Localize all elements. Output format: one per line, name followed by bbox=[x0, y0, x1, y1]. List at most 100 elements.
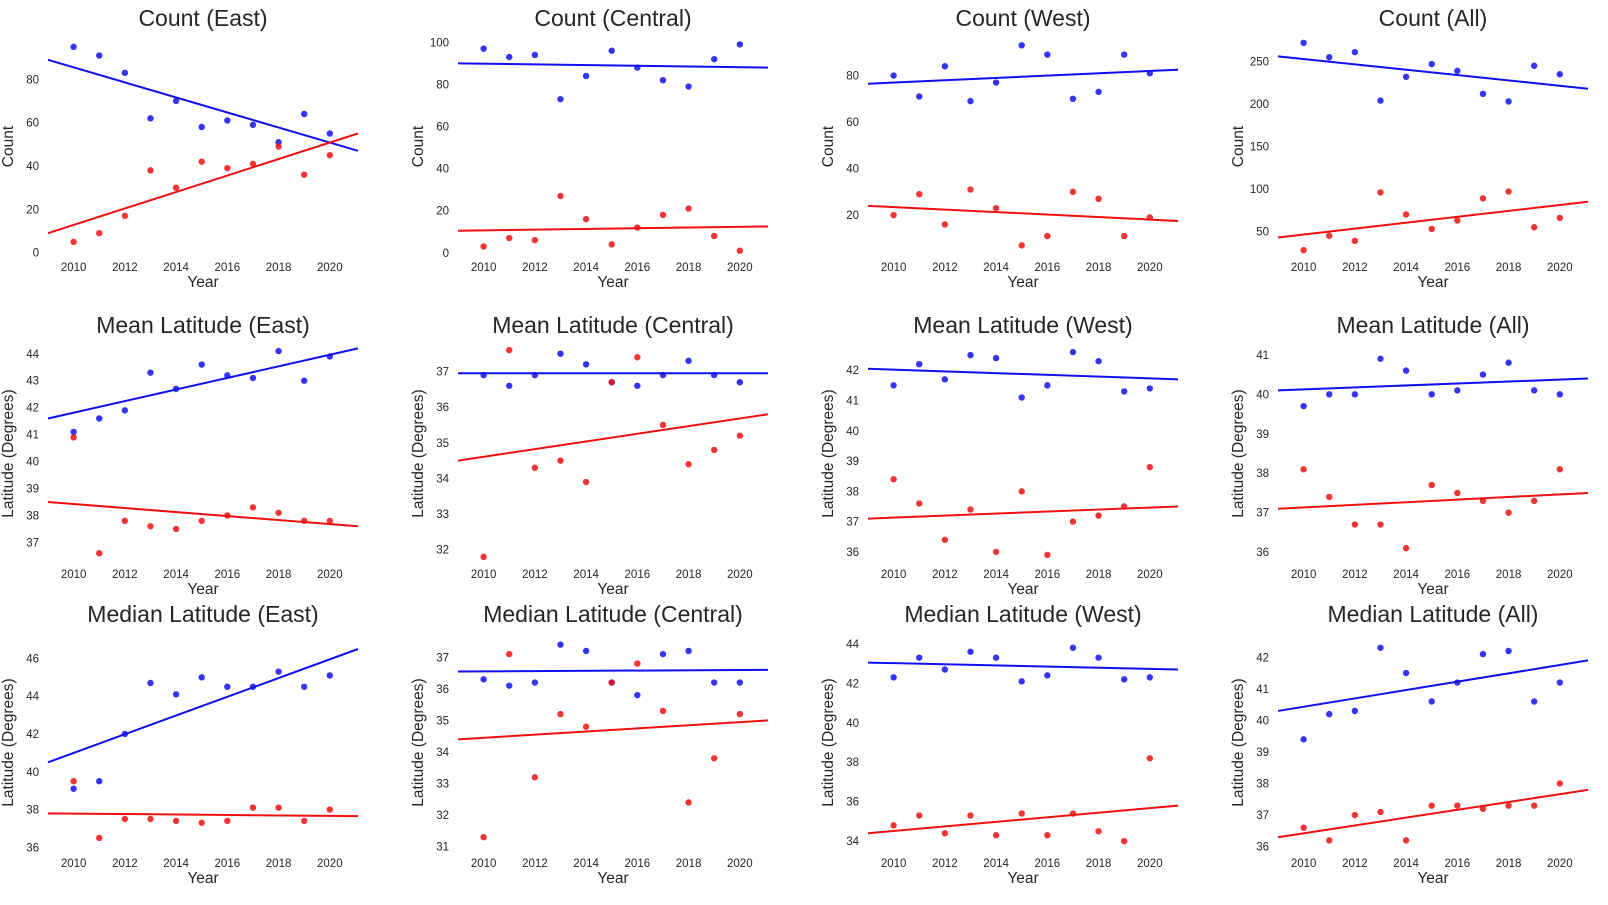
subplot-8: Mean Latitude (All) 2010 2012 2014 2016 2018 2… bbox=[1230, 312, 1589, 598]
data-point-red bbox=[198, 819, 205, 826]
data-point-red bbox=[1120, 232, 1128, 240]
y-tick-label: 36 bbox=[436, 402, 449, 414]
data-point-red bbox=[1351, 521, 1359, 528]
data-point-blue bbox=[1505, 359, 1512, 366]
data-point-blue bbox=[70, 428, 77, 436]
data-point-blue bbox=[506, 682, 513, 689]
data-point-red bbox=[634, 660, 641, 667]
x-tick-label: 2010 bbox=[61, 262, 87, 274]
data-point-blue bbox=[275, 668, 282, 675]
x-tick-label: 2016 bbox=[1445, 569, 1471, 581]
data-point-red bbox=[1095, 195, 1102, 203]
y-axis-label: Latitude (Degrees) bbox=[0, 678, 17, 806]
data-point-blue bbox=[300, 377, 308, 384]
data-point-blue bbox=[1351, 391, 1359, 398]
data-point-blue bbox=[992, 79, 1000, 86]
data-point-blue bbox=[1300, 402, 1307, 410]
data-point-blue bbox=[992, 354, 1000, 362]
y-tick-label: 36 bbox=[26, 842, 39, 854]
y-tick-label: 41 bbox=[1256, 350, 1269, 362]
data-point-blue bbox=[736, 379, 744, 386]
data-point-blue bbox=[1018, 394, 1025, 401]
data-point-red bbox=[1146, 755, 1154, 762]
data-point-blue bbox=[198, 361, 205, 368]
trend-line-blue bbox=[47, 648, 359, 764]
trend-line-red bbox=[1277, 200, 1589, 239]
data-point-red bbox=[967, 186, 974, 193]
data-point-red bbox=[1120, 503, 1128, 510]
data-point-red bbox=[1095, 828, 1102, 835]
x-tick-label: 2020 bbox=[317, 262, 343, 274]
data-point-red bbox=[1556, 466, 1564, 473]
data-point-red bbox=[480, 834, 487, 841]
data-point-red bbox=[967, 812, 974, 819]
x-axis-label: Year bbox=[1007, 581, 1038, 598]
data-point-blue bbox=[1351, 707, 1359, 715]
data-point-blue bbox=[1505, 647, 1512, 655]
data-point-blue bbox=[249, 121, 257, 129]
x-tick-label: 2010 bbox=[881, 569, 907, 581]
data-point-blue bbox=[890, 72, 897, 79]
x-tick-label: 2010 bbox=[881, 262, 907, 274]
x-tick-label: 2018 bbox=[676, 858, 702, 870]
subplot-9: Median Latitude (East) 2010 2012 2014 2016 20… bbox=[0, 601, 359, 887]
data-point-red bbox=[710, 232, 718, 240]
y-tick-label: 0 bbox=[33, 248, 39, 260]
data-point-blue bbox=[1146, 674, 1154, 681]
data-point-blue bbox=[1351, 48, 1359, 56]
y-tick-label: 33 bbox=[436, 779, 449, 791]
data-point-blue bbox=[1556, 679, 1564, 686]
data-point-blue bbox=[70, 785, 77, 792]
data-point-red bbox=[685, 460, 692, 468]
trend-line-blue bbox=[457, 62, 769, 69]
data-point-red bbox=[1326, 232, 1333, 239]
data-point-blue bbox=[326, 672, 334, 679]
y-tick-label: 34 bbox=[846, 836, 859, 848]
data-point-red bbox=[710, 446, 718, 454]
y-tick-label: 46 bbox=[26, 653, 39, 665]
data-point-blue bbox=[300, 110, 308, 118]
x-tick-label: 2020 bbox=[727, 569, 753, 581]
data-point-blue bbox=[249, 374, 257, 382]
data-point-red bbox=[659, 211, 667, 219]
data-point-blue bbox=[1377, 97, 1384, 104]
x-tick-label: 2018 bbox=[1086, 858, 1112, 870]
y-tick-label: 39 bbox=[846, 456, 859, 468]
trend-line-red bbox=[867, 804, 1179, 835]
data-point-red bbox=[710, 755, 718, 762]
chart-title: Count (All) bbox=[1379, 5, 1488, 31]
x-tick-label: 2018 bbox=[266, 858, 292, 870]
x-tick-label: 2020 bbox=[1547, 569, 1573, 581]
data-point-red bbox=[96, 550, 103, 557]
data-point-red bbox=[198, 158, 205, 165]
data-point-red bbox=[1530, 497, 1538, 505]
x-tick-label: 2016 bbox=[215, 262, 241, 274]
data-point-red bbox=[1479, 195, 1487, 202]
data-point-red bbox=[70, 434, 77, 441]
y-tick-label: 40 bbox=[846, 718, 859, 730]
y-tick-label: 38 bbox=[846, 757, 859, 769]
trend-line-red bbox=[867, 505, 1179, 520]
data-point-blue bbox=[1402, 73, 1410, 81]
data-point-blue bbox=[967, 351, 974, 359]
data-point-red bbox=[916, 812, 923, 819]
data-point-blue bbox=[557, 350, 564, 357]
x-axis-label: Year bbox=[1417, 581, 1448, 598]
trend-line-blue bbox=[47, 347, 359, 420]
data-point-red bbox=[224, 512, 231, 519]
x-axis-label: Year bbox=[597, 581, 628, 598]
y-tick-label: 44 bbox=[846, 639, 859, 651]
y-axis-label: Latitude (Degrees) bbox=[1230, 389, 1247, 517]
data-point-blue bbox=[1095, 654, 1102, 661]
data-point-blue bbox=[1454, 679, 1461, 686]
x-tick-label: 2012 bbox=[1342, 858, 1368, 870]
data-point-blue bbox=[685, 647, 692, 655]
data-point-red bbox=[531, 236, 539, 244]
data-point-red bbox=[1300, 824, 1307, 831]
data-point-blue bbox=[557, 95, 564, 103]
data-point-blue bbox=[1120, 51, 1128, 58]
chart-title: Mean Latitude (West) bbox=[913, 312, 1132, 338]
data-point-red bbox=[531, 774, 539, 781]
y-axis-label: Latitude (Degrees) bbox=[410, 389, 427, 517]
